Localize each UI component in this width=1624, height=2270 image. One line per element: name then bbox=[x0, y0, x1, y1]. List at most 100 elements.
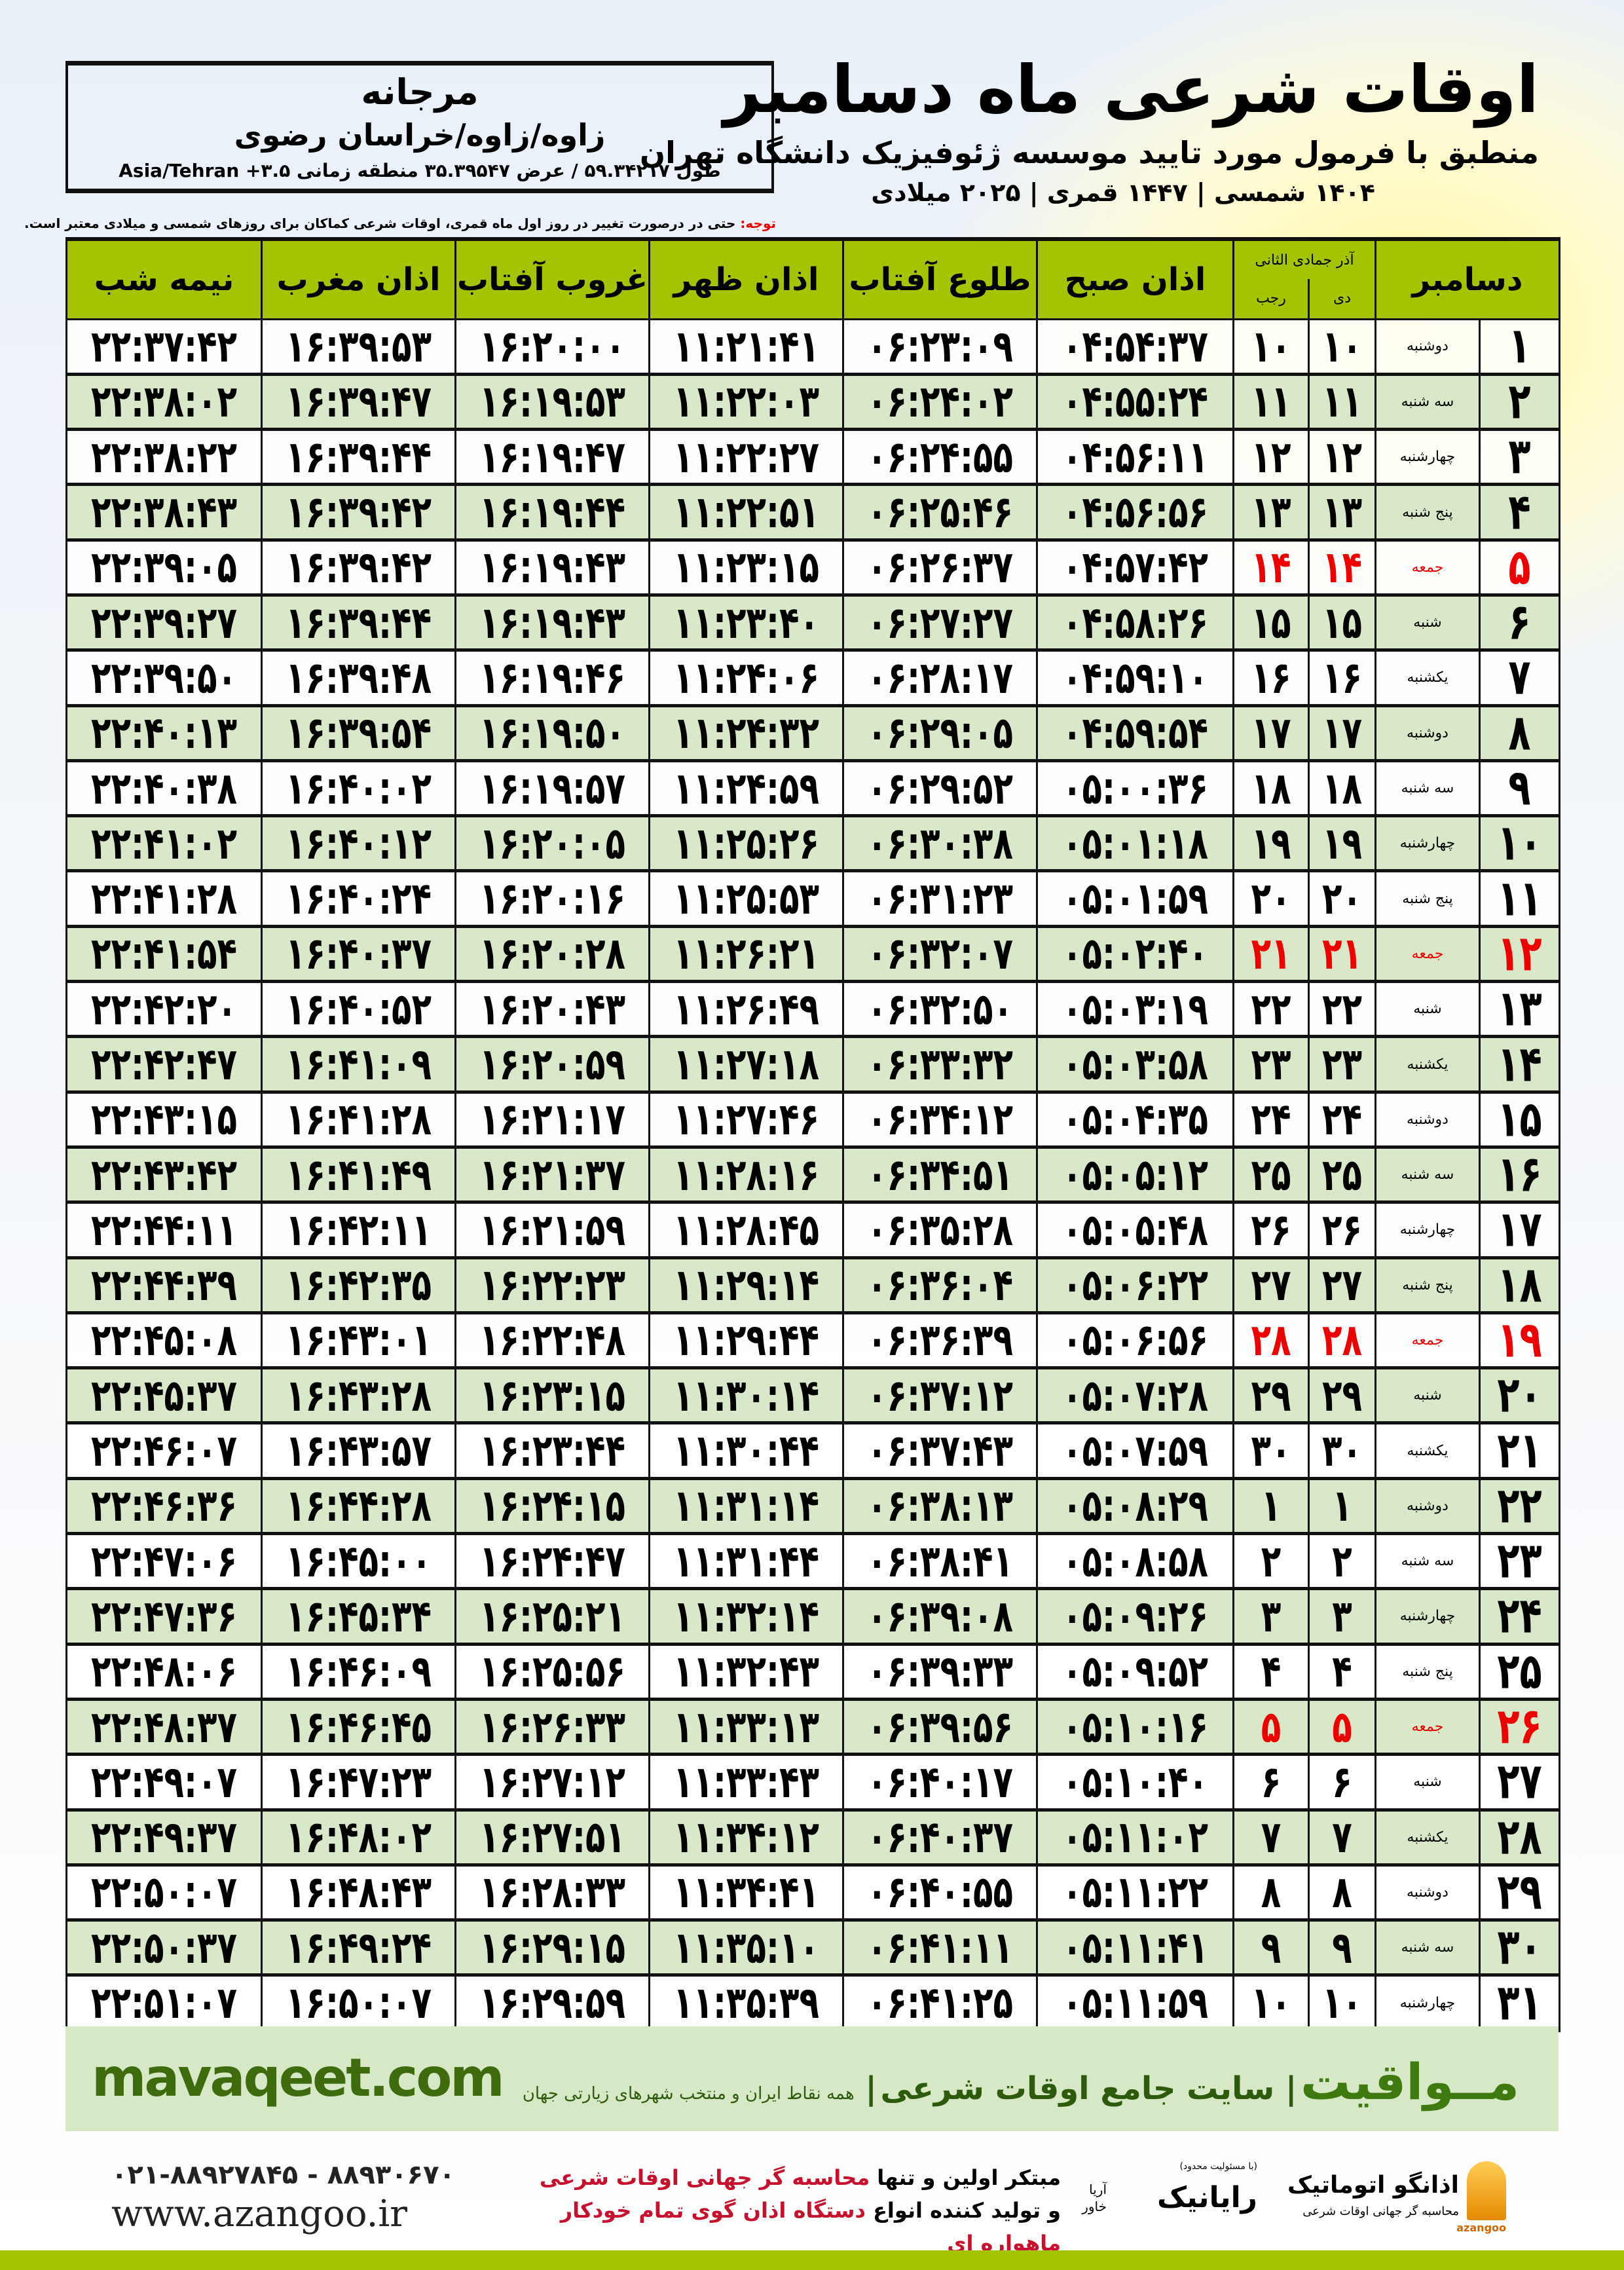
cell-sobh: ۰۵:۰۳:۵۸ bbox=[1036, 1036, 1234, 1094]
cell-weekday: شنبه bbox=[1375, 981, 1481, 1039]
header-ghorub: غروب آفتاب bbox=[454, 237, 650, 320]
cell-toloo: ۰۶:۴۰:۱۷ bbox=[842, 1754, 1038, 1812]
cell-sobh: ۰۵:۰۵:۱۲ bbox=[1036, 1147, 1234, 1204]
cell-rajab: ۱۳ bbox=[1232, 484, 1310, 542]
table-row: ۲۹ دوشنبه ۸ ۸ ۰۵:۱۱:۲۲ ۰۶:۴۰:۵۵ ۱۱:۳۴:۴۱ ۱۶:۲۸:… bbox=[65, 1865, 1560, 1922]
note-label: توجه: bbox=[740, 215, 776, 231]
table-row: ۱۲ جمعه ۲۱ ۲۱ ۰۵:۰۲:۴۰ ۰۶:۳۲:۰۷ ۱۱:۲۶:۲۱ ۱۶:۲۰:… bbox=[65, 926, 1560, 984]
cell-toloo: ۰۶:۳۶:۳۹ bbox=[842, 1312, 1038, 1370]
cell-zohr: ۱۱:۲۴:۵۹ bbox=[648, 760, 844, 818]
table-row: ۱۳ شنبه ۲۲ ۲۲ ۰۵:۰۳:۱۹ ۰۶:۳۲:۵۰ ۱۱:۲۶:۴۹ ۱۶:۲۰:… bbox=[65, 981, 1560, 1039]
cell-nimeshab: ۲۲:۴۶:۳۶ bbox=[65, 1478, 263, 1536]
cell-nimeshab: ۲۲:۴۴:۱۱ bbox=[65, 1202, 263, 1259]
cell-weekday: دوشنبه bbox=[1375, 1092, 1481, 1149]
cell-day: ۱۴ bbox=[1479, 1036, 1560, 1094]
cell-ghorub: ۱۶:۲۴:۴۷ bbox=[454, 1533, 650, 1591]
cell-nimeshab: ۲۲:۳۸:۰۲ bbox=[65, 374, 263, 432]
cell-dey: ۱۴ bbox=[1308, 540, 1376, 597]
cell-maghreb: ۱۶:۳۹:۴۴ bbox=[261, 595, 456, 652]
cell-toloo: ۰۶:۲۳:۰۹ bbox=[842, 319, 1038, 376]
cell-rajab: ۱۲ bbox=[1232, 429, 1310, 487]
cell-day: ۶ bbox=[1479, 595, 1560, 652]
cell-ghorub: ۱۶:۲۶:۳۳ bbox=[454, 1699, 650, 1757]
cell-sobh: ۰۵:۰۹:۵۲ bbox=[1036, 1644, 1234, 1701]
cell-zohr: ۱۱:۳۱:۴۴ bbox=[648, 1533, 844, 1591]
cell-sobh: ۰۵:۱۱:۲۲ bbox=[1036, 1865, 1234, 1922]
cell-weekday: جمعه bbox=[1375, 1312, 1481, 1370]
cell-dey: ۱۸ bbox=[1308, 760, 1376, 818]
table-row: ۱۰ چهارشنبه ۱۹ ۱۹ ۰۵:۰۱:۱۸ ۰۶:۳۰:۳۸ ۱۱:۲۵:۲۶ ۱۶… bbox=[65, 815, 1560, 873]
cell-rajab: ۶ bbox=[1232, 1754, 1310, 1812]
cell-nimeshab: ۲۲:۴۵:۳۷ bbox=[65, 1368, 263, 1425]
cell-maghreb: ۱۶:۴۱:۲۸ bbox=[261, 1092, 456, 1149]
cell-day: ۴ bbox=[1479, 484, 1560, 542]
cell-nimeshab: ۲۲:۵۰:۳۷ bbox=[65, 1920, 263, 1977]
page-subtitle: منطبق با فرمول مورد تایید موسسه ژئوفیزیک… bbox=[639, 135, 1539, 170]
cell-weekday: جمعه bbox=[1375, 1699, 1481, 1757]
brand-website[interactable]: mavaqeet.com bbox=[92, 2047, 505, 2108]
cell-ghorub: ۱۶:۲۵:۲۱ bbox=[454, 1588, 650, 1646]
cell-sobh: ۰۵:۰۸:۵۸ bbox=[1036, 1533, 1234, 1591]
cell-weekday: چهارشنبه bbox=[1375, 1202, 1481, 1259]
cell-ghorub: ۱۶:۱۹:۴۳ bbox=[454, 540, 650, 597]
cell-toloo: ۰۶:۳۹:۵۶ bbox=[842, 1699, 1038, 1757]
header-maghreb: اذان مغرب bbox=[261, 237, 456, 320]
cell-zohr: ۱۱:۳۰:۴۴ bbox=[648, 1423, 844, 1480]
cell-zohr: ۱۱:۲۷:۱۸ bbox=[648, 1036, 844, 1094]
cell-weekday: پنج شنبه bbox=[1375, 870, 1481, 928]
cell-dey: ۱۰ bbox=[1308, 319, 1376, 376]
cell-day: ۲۱ bbox=[1479, 1423, 1560, 1480]
table-row: ۱۷ چهارشنبه ۲۶ ۲۶ ۰۵:۰۵:۴۸ ۰۶:۳۵:۲۸ ۱۱:۲۸:۴۵ ۱۶… bbox=[65, 1202, 1560, 1259]
location-box: مرجانه زاوه/زاوه/خراسان رضوی طول ۵۹.۳۴۲۱… bbox=[65, 61, 774, 193]
cell-nimeshab: ۲۲:۴۰:۱۳ bbox=[65, 705, 263, 762]
cell-dey: ۱ bbox=[1308, 1478, 1376, 1536]
cell-dey: ۲۷ bbox=[1308, 1257, 1376, 1314]
cell-weekday: جمعه bbox=[1375, 926, 1481, 984]
sponsor-website[interactable]: www.azangoo.ir bbox=[111, 2193, 408, 2235]
table-row: ۹ سه شنبه ۱۸ ۱۸ ۰۵:۰۰:۳۶ ۰۶:۲۹:۵۲ ۱۱:۲۴:۵۹ ۱۶:۱… bbox=[65, 760, 1560, 818]
phone-numbers: ۰۲۱-۸۸۹۲۷۸۴۵ - ۸۸۹۳۰۶۷۰ bbox=[111, 2160, 455, 2190]
cell-nimeshab: ۲۲:۴۶:۰۷ bbox=[65, 1423, 263, 1480]
cell-ghorub: ۱۶:۲۲:۴۸ bbox=[454, 1312, 650, 1370]
cell-ghorub: ۱۶:۲۳:۱۵ bbox=[454, 1368, 650, 1425]
cell-maghreb: ۱۶:۳۹:۵۴ bbox=[261, 705, 456, 762]
cell-maghreb: ۱۶:۴۳:۲۸ bbox=[261, 1368, 456, 1425]
cell-zohr: ۱۱:۲۲:۰۳ bbox=[648, 374, 844, 432]
cell-dey: ۱۹ bbox=[1308, 815, 1376, 873]
cell-day: ۱۹ bbox=[1479, 1312, 1560, 1370]
cell-rajab: ۱ bbox=[1232, 1478, 1310, 1536]
cell-dey: ۱۵ bbox=[1308, 595, 1376, 652]
cell-zohr: ۱۱:۳۱:۱۴ bbox=[648, 1478, 844, 1536]
cell-zohr: ۱۱:۲۳:۱۵ bbox=[648, 540, 844, 597]
cell-weekday: سه شنبه bbox=[1375, 1920, 1481, 1977]
cell-day: ۲۸ bbox=[1479, 1810, 1560, 1867]
table-row: ۶ شنبه ۱۵ ۱۵ ۰۴:۵۸:۲۶ ۰۶:۲۷:۲۷ ۱۱:۲۳:۴۰ ۱۶:۱۹:۴… bbox=[65, 595, 1560, 652]
cell-maghreb: ۱۶:۴۴:۲۸ bbox=[261, 1478, 456, 1536]
cell-zohr: ۱۱:۲۲:۲۷ bbox=[648, 429, 844, 487]
cell-toloo: ۰۶:۲۴:۵۵ bbox=[842, 429, 1038, 487]
cell-zohr: ۱۱:۳۵:۱۰ bbox=[648, 1920, 844, 1977]
cell-zohr: ۱۱:۲۶:۲۱ bbox=[648, 926, 844, 984]
cell-nimeshab: ۲۲:۵۰:۰۷ bbox=[65, 1865, 263, 1922]
location-coords: طول ۵۹.۳۴۲۱۷ / عرض ۳۵.۳۹۵۴۷ منطقه زمانی … bbox=[119, 160, 721, 181]
cell-ghorub: ۱۶:۲۷:۵۱ bbox=[454, 1810, 650, 1867]
header-nimeshab: نیمه شب bbox=[65, 237, 263, 320]
cell-day: ۱۶ bbox=[1479, 1147, 1560, 1204]
table-row: ۸ دوشنبه ۱۷ ۱۷ ۰۴:۵۹:۵۴ ۰۶:۲۹:۰۵ ۱۱:۲۴:۳۲ ۱۶:۱۹… bbox=[65, 705, 1560, 762]
cell-zohr: ۱۱:۳۲:۴۳ bbox=[648, 1644, 844, 1701]
cell-maghreb: ۱۶:۳۹:۵۳ bbox=[261, 319, 456, 376]
cell-day: ۱۲ bbox=[1479, 926, 1560, 984]
cell-ghorub: ۱۶:۲۰:۱۶ bbox=[454, 870, 650, 928]
cell-day: ۳ bbox=[1479, 429, 1560, 487]
cell-toloo: ۰۶:۳۲:۵۰ bbox=[842, 981, 1038, 1039]
cell-ghorub: ۱۶:۲۱:۵۹ bbox=[454, 1202, 650, 1259]
cell-nimeshab: ۲۲:۴۲:۲۰ bbox=[65, 981, 263, 1039]
cell-toloo: ۰۶:۳۸:۴۱ bbox=[842, 1533, 1038, 1591]
table-row: ۱۱ پنج شنبه ۲۰ ۲۰ ۰۵:۰۱:۵۹ ۰۶:۳۱:۲۳ ۱۱:۲۵:۵۳ ۱۶… bbox=[65, 870, 1560, 928]
cell-day: ۱۳ bbox=[1479, 981, 1560, 1039]
table-row: ۴ پنج شنبه ۱۳ ۱۳ ۰۴:۵۶:۵۶ ۰۶:۲۵:۴۶ ۱۱:۲۲:۵۱ ۱۶:… bbox=[65, 484, 1560, 542]
cell-dey: ۱۲ bbox=[1308, 429, 1376, 487]
cell-maghreb: ۱۶:۴۱:۰۹ bbox=[261, 1036, 456, 1094]
cell-nimeshab: ۲۲:۴۴:۳۹ bbox=[65, 1257, 263, 1314]
cell-rajab: ۲۴ bbox=[1232, 1092, 1310, 1149]
